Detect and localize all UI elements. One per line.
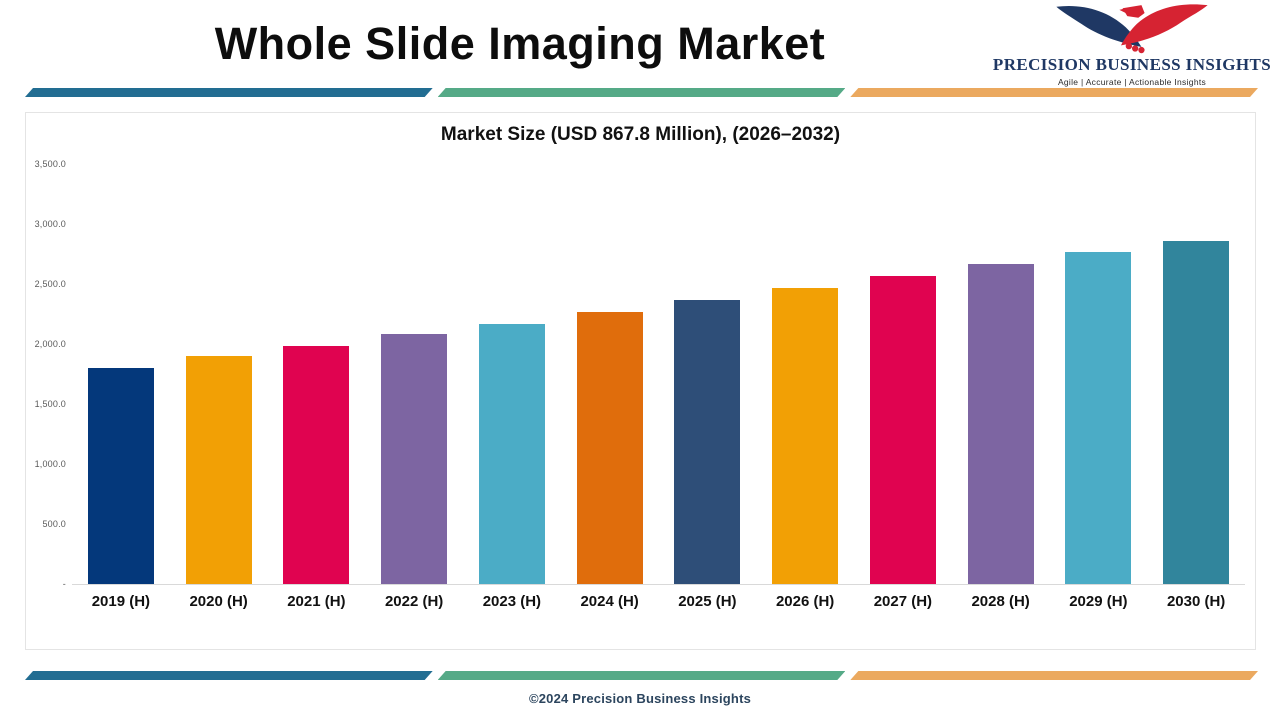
y-tick-label: 2,000.0 xyxy=(34,339,66,349)
bar-2029-h xyxy=(1065,252,1132,584)
eagle-logo-icon xyxy=(992,2,1272,54)
bar-slot xyxy=(365,334,463,584)
bar-slot xyxy=(756,288,854,584)
y-tick-label: 3,500.0 xyxy=(34,159,66,169)
y-tick-label: 1,500.0 xyxy=(34,399,66,409)
bar-slot xyxy=(952,264,1050,584)
x-axis-label: 2021 (H) xyxy=(287,593,346,610)
bar-slot xyxy=(72,368,170,584)
x-axis-label: 2022 (H) xyxy=(384,593,444,610)
bar-2028-h xyxy=(967,264,1034,584)
bar-slot xyxy=(854,276,952,584)
bar-2025-h xyxy=(674,299,741,584)
ribbon-segment-blue xyxy=(25,671,433,680)
bar-slot xyxy=(268,346,366,584)
company-logo: PRECISION BUSINESS INSIGHTS Agile | Accu… xyxy=(992,2,1272,87)
bar-2023-h xyxy=(478,323,545,584)
bar-2020-h xyxy=(185,356,252,584)
bars-container xyxy=(72,149,1245,584)
y-tick-label: 1,000.0 xyxy=(34,459,66,469)
ribbon-segment-green xyxy=(438,671,846,680)
x-axis-label: 2026 (H) xyxy=(775,593,835,610)
bottom-ribbon-divider xyxy=(25,671,1258,680)
bar-2024-h xyxy=(576,311,643,584)
x-axis-label: 2030 (H) xyxy=(1166,593,1226,610)
bar-slot xyxy=(659,299,757,584)
bar-slot xyxy=(170,356,268,584)
x-axis-label: 2028 (H) xyxy=(971,593,1030,610)
bar-slot xyxy=(1050,252,1148,584)
x-axis-label: 2027 (H) xyxy=(873,593,933,610)
x-axis-labels: 2019 (H) 2020 (H) 2021 (H) 2022 (H) 2023 (H)… xyxy=(72,593,1245,610)
x-axis-label: 2019 (H) xyxy=(91,593,151,610)
bar-slot xyxy=(463,323,561,584)
bar-slot xyxy=(561,311,659,584)
chart-title: Market Size (USD 867.8 Million), (2026–2… xyxy=(440,124,841,145)
top-ribbon-divider xyxy=(25,88,1258,97)
ribbon-segment-green xyxy=(438,88,846,97)
y-tick-label: 500.0 xyxy=(42,519,66,529)
x-axis-label: 2025 (H) xyxy=(678,593,737,610)
ribbon-segment-orange xyxy=(850,671,1258,680)
bar-2026-h xyxy=(772,288,839,584)
page-title: Whole Slide Imaging Market xyxy=(214,18,826,69)
logo-tagline: Agile | Accurate | Actionable Insights xyxy=(1057,77,1207,87)
x-axis-label: 2024 (H) xyxy=(580,593,639,610)
x-axis-label: 2023 (H) xyxy=(482,593,542,610)
chart-panel: Market Size (USD 867.8 Million), (2026–2… xyxy=(25,112,1256,650)
x-axis-line xyxy=(72,584,1245,585)
x-axis-label: 2029 (H) xyxy=(1069,593,1128,610)
x-axis-label: 2020 (H) xyxy=(189,593,248,610)
ribbon-segment-blue xyxy=(25,88,433,97)
y-tick-label: 2,500.0 xyxy=(34,279,66,289)
bar-2030-h xyxy=(1163,241,1230,584)
bar-slot xyxy=(1147,241,1245,584)
y-tick-label: 3,000.0 xyxy=(34,219,66,229)
chart-plot-area: 3,500.0 3,000.0 2,500.0 2,000.0 1,500.0 1,000… xyxy=(26,149,1255,639)
ribbon-segment-orange xyxy=(850,88,1258,97)
bar-2027-h xyxy=(869,276,936,584)
y-tick-label: - xyxy=(62,579,66,589)
copyright-text: ©2024 Precision Business Insights xyxy=(528,691,752,706)
bar-2021-h xyxy=(283,346,350,584)
bar-2022-h xyxy=(381,334,448,584)
logo-company-name: PRECISION BUSINESS INSIGHTS xyxy=(992,55,1272,74)
bar-2019-h xyxy=(87,368,154,584)
